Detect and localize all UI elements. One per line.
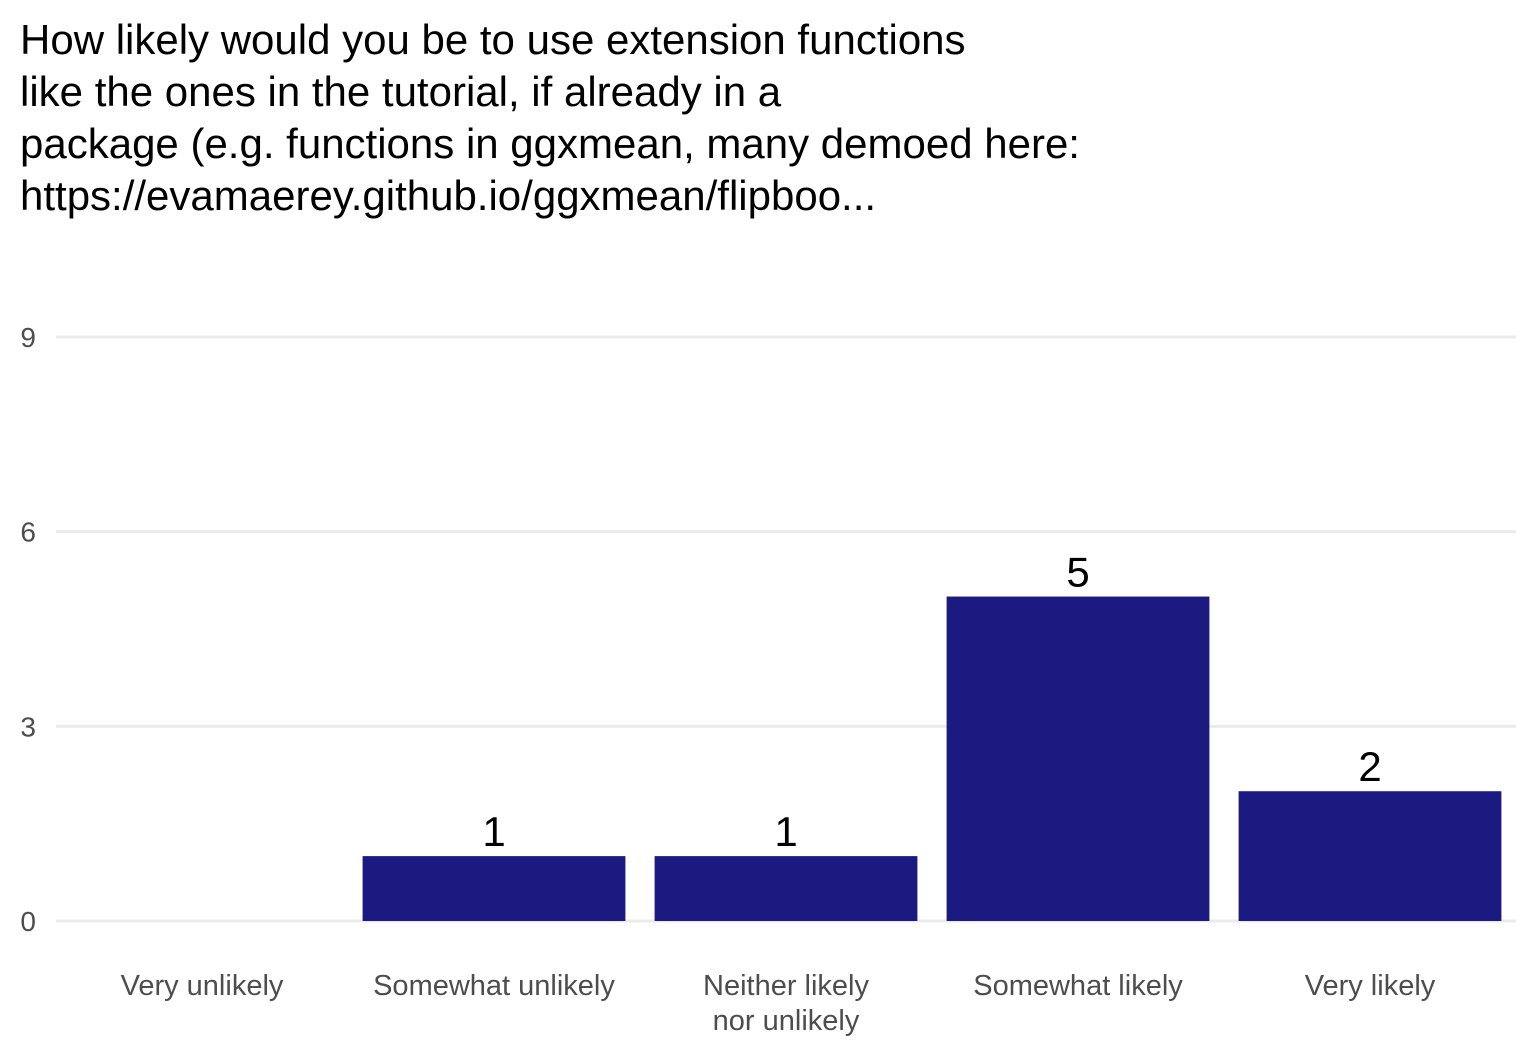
y-tick-label: 0 xyxy=(20,906,36,937)
chart-title-line: How likely would you be to use extension… xyxy=(20,16,966,63)
x-tick-label: Somewhat unlikely xyxy=(373,970,615,1002)
x-tick-label-line: Somewhat unlikely xyxy=(373,970,615,1002)
bar xyxy=(1238,791,1502,921)
x-tick-label: Somewhat likely xyxy=(973,970,1183,1002)
x-tick-label: Very unlikely xyxy=(121,970,284,1002)
y-axis: 0 3 6 9 xyxy=(20,322,36,937)
y-tick-label: 3 xyxy=(20,711,36,742)
bars xyxy=(362,596,1502,921)
y-tick-label: 9 xyxy=(20,322,36,353)
chart-title-line: like the ones in the tutorial, if alread… xyxy=(20,68,782,115)
x-tick-label: Very likely xyxy=(1305,970,1436,1002)
chart-title-line: package (e.g. functions in ggxmean, many… xyxy=(20,120,1080,167)
x-tick-label-line: Very unlikely xyxy=(121,970,284,1002)
chart-title: How likely would you be to use extension… xyxy=(20,14,1420,222)
data-label: 5 xyxy=(1066,549,1089,596)
chart-title-line: https://evamaerey.github.io/ggxmean/flip… xyxy=(20,172,877,219)
data-label: 1 xyxy=(774,808,797,855)
bar xyxy=(362,856,626,921)
x-tick-label-line: Neither likely xyxy=(703,970,869,1002)
x-tick-label-line: Very likely xyxy=(1305,970,1436,1002)
bar xyxy=(946,596,1210,921)
data-labels: 1 1 5 2 xyxy=(482,549,1381,856)
y-tick-label: 6 xyxy=(20,517,36,548)
x-tick-label-line: nor unlikely xyxy=(713,1005,860,1037)
x-tick-label-line: Somewhat likely xyxy=(973,970,1183,1002)
data-label: 1 xyxy=(482,808,505,855)
x-tick-label: Neither likely nor unlikely xyxy=(703,970,869,1037)
bar xyxy=(654,856,918,921)
x-axis: Very unlikely Somewhat unlikely Neither li… xyxy=(121,970,1436,1037)
data-label: 2 xyxy=(1358,743,1381,790)
